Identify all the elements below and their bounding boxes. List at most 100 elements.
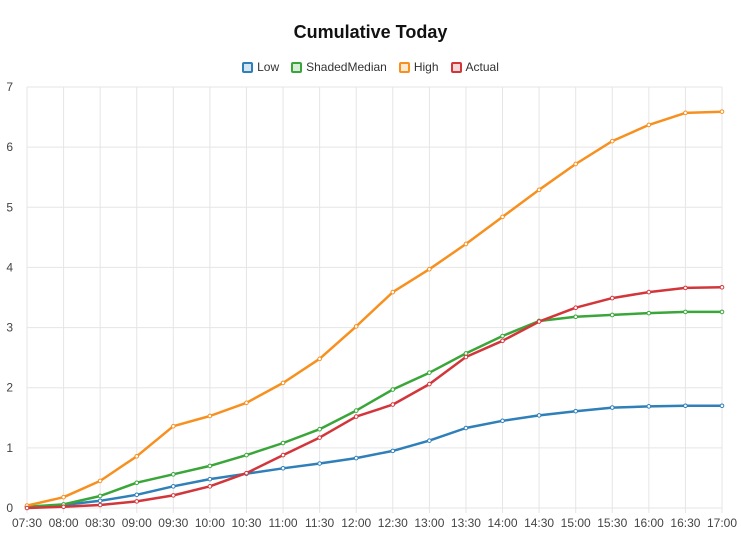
y-tick-label: 1	[6, 441, 13, 455]
data-point-high	[61, 494, 66, 500]
data-point-low	[353, 455, 359, 461]
data-point-actual	[683, 285, 688, 291]
data-point-actual	[353, 414, 359, 419]
data-point-low	[390, 448, 396, 454]
data-point-low	[317, 461, 322, 466]
y-tick-label: 7	[6, 80, 13, 94]
x-tick-label: 07:30	[12, 516, 42, 530]
data-point-shadedmedian	[609, 312, 615, 318]
data-point-shadedmedian	[500, 333, 505, 339]
data-point-high	[171, 423, 176, 429]
legend-swatch	[450, 61, 462, 73]
data-point-actual	[719, 284, 725, 290]
y-tick-label: 3	[6, 321, 13, 335]
data-point-shadedmedian	[134, 480, 140, 486]
data-point-low	[171, 484, 176, 489]
data-point-shadedmedian	[573, 314, 578, 320]
data-point-low	[719, 403, 725, 409]
data-point-actual	[427, 381, 432, 387]
x-tick-label: 14:30	[524, 516, 554, 530]
data-point-high	[683, 110, 688, 116]
data-point-shadedmedian	[317, 426, 322, 432]
x-tick-label: 12:00	[341, 516, 371, 530]
data-point-low	[463, 425, 469, 431]
legend-label: High	[413, 60, 439, 74]
y-tick-label: 5	[6, 200, 13, 214]
legend-item-low[interactable]: Low	[242, 60, 279, 74]
data-point-actual	[536, 319, 542, 324]
y-tick-label: 0	[6, 501, 13, 515]
data-point-shadedmedian	[646, 310, 652, 316]
x-tick-label: 08:00	[49, 516, 79, 530]
data-point-actual	[500, 338, 505, 344]
chart-title: Cumulative Today	[293, 22, 448, 42]
data-point-low	[573, 408, 578, 414]
legend-label: Low	[257, 60, 280, 74]
y-tick-label: 2	[6, 381, 13, 395]
data-point-high	[244, 400, 249, 406]
x-tick-label: 17:00	[707, 516, 737, 530]
series-line-high	[25, 110, 724, 507]
data-point-actual	[609, 295, 615, 301]
data-point-shadedmedian	[427, 370, 432, 375]
data-point-low	[134, 492, 140, 498]
data-point-low	[97, 498, 103, 504]
data-point-low	[207, 476, 213, 482]
data-point-high	[609, 138, 615, 144]
data-point-high	[500, 214, 505, 220]
data-point-shadedmedian	[97, 493, 103, 499]
legend: Low ShadedMedian High Actual	[0, 60, 741, 74]
data-point-low	[500, 418, 505, 424]
legend-item-high[interactable]: High	[398, 60, 439, 74]
data-point-high	[390, 289, 396, 295]
x-tick-label: 10:30	[231, 516, 261, 530]
data-point-high	[719, 109, 725, 114]
y-tick-label: 6	[6, 140, 13, 154]
data-point-shadedmedian	[244, 452, 249, 458]
data-point-shadedmedian	[463, 351, 469, 356]
data-point-low	[646, 404, 652, 409]
data-point-actual	[646, 289, 652, 295]
y-tick-label: 4	[6, 260, 13, 274]
data-point-actual	[463, 354, 469, 360]
data-point-actual	[390, 402, 396, 407]
data-point-high	[573, 161, 578, 167]
x-tick-label: 12:30	[378, 516, 408, 530]
x-tick-label: 10:00	[195, 516, 225, 530]
data-point-actual	[207, 484, 213, 489]
data-point-actual	[97, 502, 103, 508]
data-point-high	[317, 356, 322, 362]
legend-item-actual[interactable]: Actual	[450, 60, 499, 74]
data-point-low	[427, 438, 432, 443]
legend-label: ShadedMedian	[306, 60, 387, 74]
data-point-low	[609, 405, 615, 410]
data-point-shadedmedian	[390, 387, 396, 392]
x-tick-label: 16:00	[634, 516, 664, 530]
x-tick-label: 13:30	[451, 516, 481, 530]
x-tick-label: 13:00	[414, 516, 444, 530]
data-point-high	[207, 413, 213, 419]
x-tick-label: 11:30	[305, 516, 334, 530]
x-tick-label: 16:30	[670, 516, 700, 530]
data-point-actual	[280, 452, 286, 458]
x-tick-label: 14:00	[488, 516, 518, 530]
data-point-high	[536, 187, 542, 193]
data-point-actual	[317, 435, 322, 440]
series-line-actual	[25, 286, 724, 510]
legend-swatch	[398, 61, 410, 73]
data-point-shadedmedian	[280, 440, 286, 446]
data-point-shadedmedian	[683, 309, 688, 315]
x-tick-label: 09:00	[122, 516, 152, 530]
data-point-high	[463, 241, 469, 247]
data-point-high	[134, 453, 140, 459]
x-tick-label: 08:30	[85, 516, 115, 530]
data-point-low	[683, 403, 688, 409]
data-point-shadedmedian	[719, 309, 725, 315]
data-point-low	[536, 413, 542, 418]
data-point-actual	[573, 305, 578, 311]
data-point-high	[97, 478, 103, 484]
legend-label: Actual	[465, 60, 499, 74]
legend-item-shadedmedian[interactable]: ShadedMedian	[291, 60, 387, 74]
x-tick-label: 09:30	[158, 516, 188, 530]
data-point-low	[280, 466, 286, 471]
